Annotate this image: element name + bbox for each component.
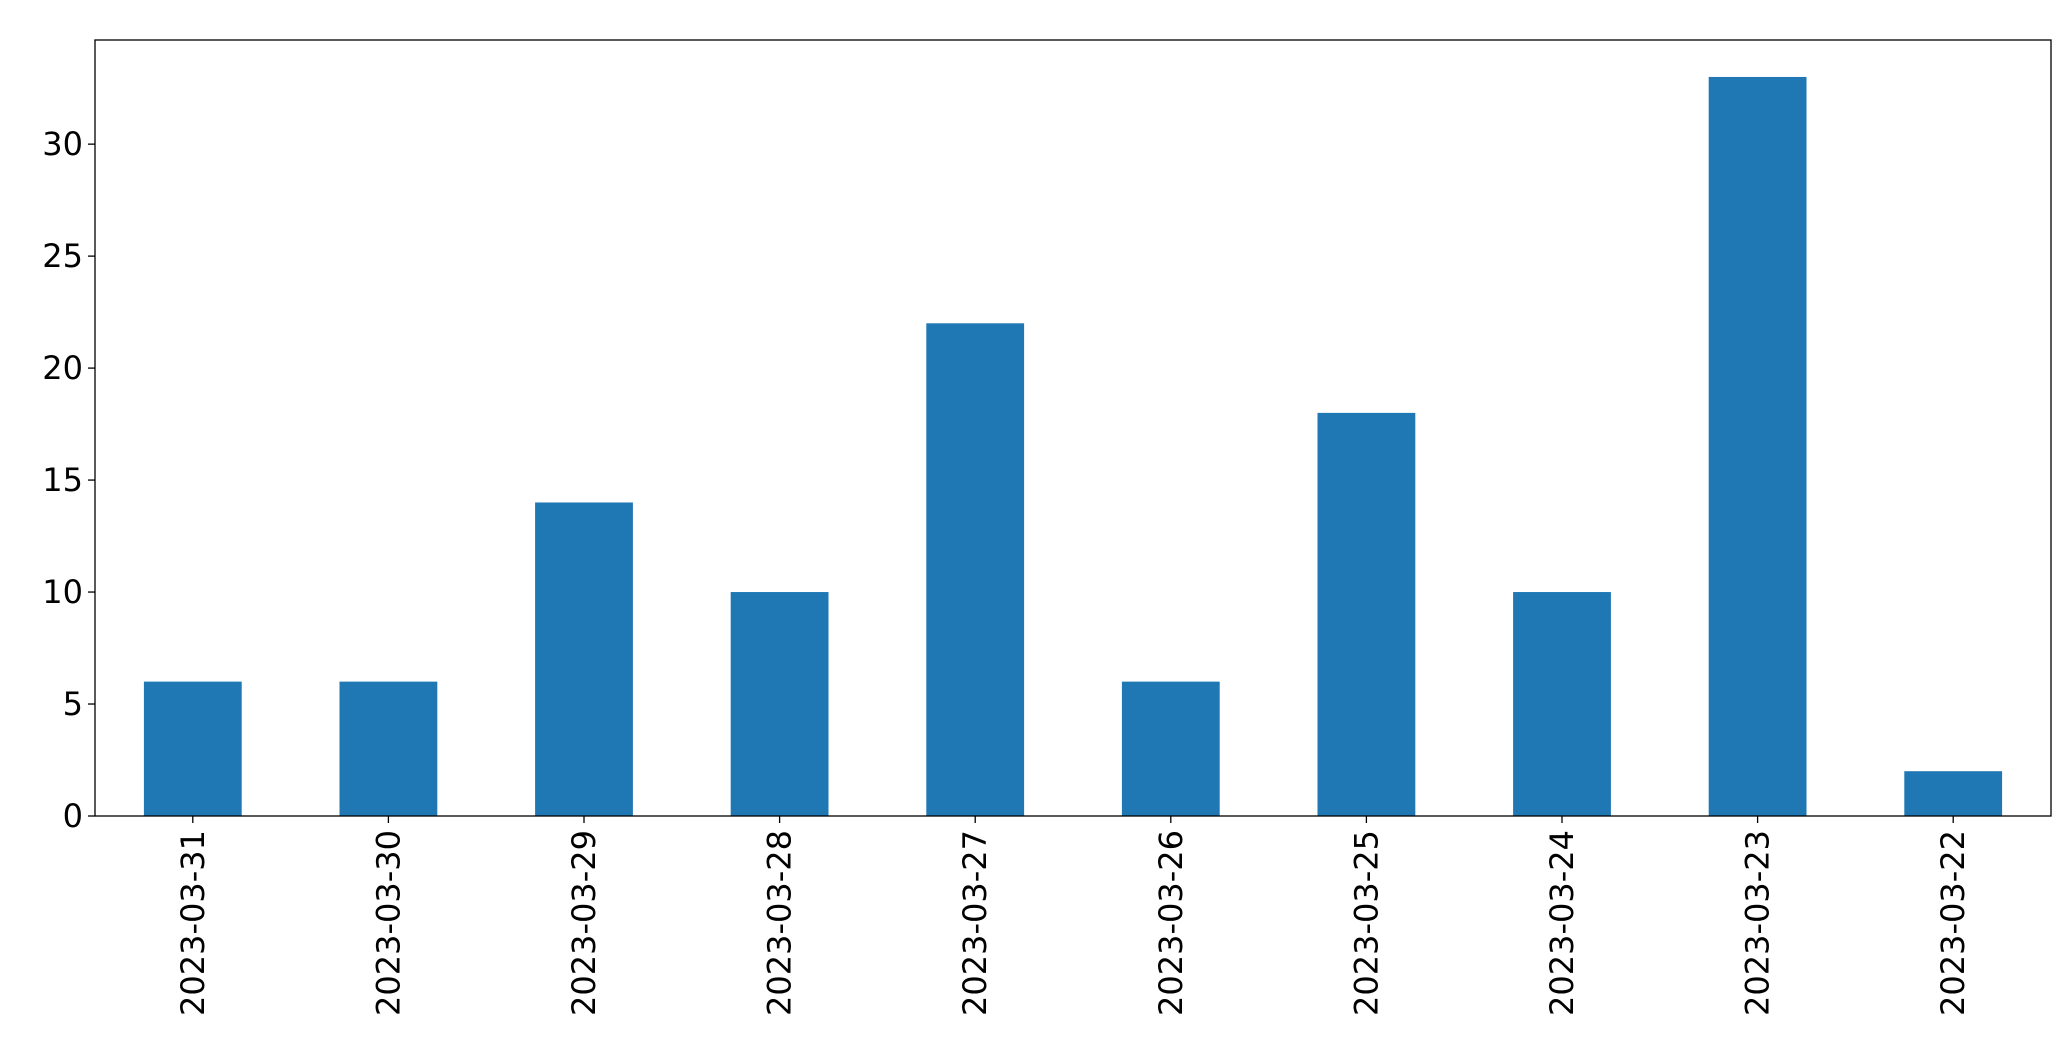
x-tick-label: 2023-03-23 bbox=[1739, 830, 1777, 1016]
x-tick-label: 2023-03-22 bbox=[1934, 830, 1972, 1016]
x-tick-label: 2023-03-25 bbox=[1347, 830, 1385, 1016]
x-tick-label: 2023-03-30 bbox=[369, 830, 407, 1016]
x-tick-label: 2023-03-26 bbox=[1152, 830, 1190, 1016]
x-tick-label: 2023-03-27 bbox=[956, 830, 994, 1016]
y-tick-label: 25 bbox=[42, 237, 83, 275]
bar bbox=[1513, 592, 1611, 816]
bar bbox=[926, 323, 1025, 816]
bar bbox=[339, 681, 438, 816]
bar bbox=[1121, 681, 1220, 816]
x-tick-label: 2023-03-24 bbox=[1543, 830, 1581, 1016]
plot-frame bbox=[94, 39, 2052, 817]
x-tick-label: 2023-03-29 bbox=[565, 830, 603, 1016]
y-tick-label: 20 bbox=[42, 349, 83, 387]
y-tick-label: 0 bbox=[63, 797, 83, 835]
bar bbox=[535, 502, 633, 816]
y-tick-label: 15 bbox=[42, 461, 83, 499]
y-tick-label: 5 bbox=[63, 685, 83, 723]
bar bbox=[1904, 771, 2003, 816]
x-tick-label: 2023-03-28 bbox=[761, 830, 799, 1016]
y-tick-label: 30 bbox=[42, 125, 83, 163]
bar bbox=[730, 592, 829, 816]
bar bbox=[1708, 76, 1807, 816]
x-tick-label: 2023-03-31 bbox=[174, 830, 212, 1016]
bar bbox=[1317, 412, 1416, 816]
bar bbox=[143, 681, 242, 816]
y-tick-label: 10 bbox=[42, 573, 83, 611]
